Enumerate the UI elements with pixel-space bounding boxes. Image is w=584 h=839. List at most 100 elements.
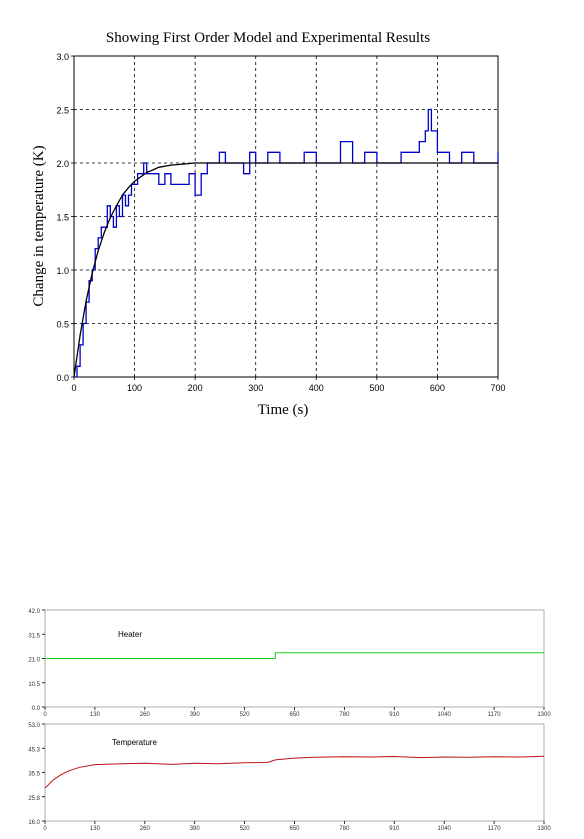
data-point: [224, 162, 227, 164]
x-tick-label: 910: [389, 826, 400, 832]
data-point: [200, 173, 202, 175]
y-tick-label: 45.3: [28, 747, 40, 753]
data-point: [436, 162, 439, 164]
data-point: [418, 141, 420, 143]
data-point: [182, 163, 184, 165]
y-tick-label: 42.0: [28, 609, 40, 615]
data-point: [170, 183, 172, 185]
x-tick-label: 100: [127, 383, 142, 393]
x-tick-label: 520: [240, 826, 251, 832]
data-point: [79, 334, 81, 336]
x-tick-label: 1300: [537, 712, 551, 718]
x-tick-label: 780: [339, 826, 350, 832]
data-point: [497, 162, 499, 164]
data-point: [188, 173, 190, 175]
temperature-label: Temperature: [112, 738, 157, 747]
data-point: [133, 180, 136, 182]
series-line: [44, 755, 545, 789]
data-point: [218, 151, 220, 153]
data-point: [412, 151, 414, 153]
data-point: [143, 162, 145, 164]
x-tick-label: 300: [248, 383, 263, 393]
data-point: [88, 280, 90, 282]
data-point: [461, 151, 463, 153]
x-tick-label: 260: [140, 826, 151, 832]
data-point: [424, 130, 426, 132]
data-point: [339, 141, 342, 143]
data-point: [76, 365, 78, 367]
series-line: [74, 108, 499, 378]
data-point: [115, 205, 117, 207]
data-point: [137, 173, 139, 175]
data-point: [315, 162, 317, 164]
data-point: [79, 344, 81, 346]
grid-lines: [74, 56, 498, 377]
series-line: [73, 162, 498, 378]
temperature-axis-ticks: 0 130 260 390 520 650 780 910 1040 1170 1300 16.0 25…: [28, 723, 551, 832]
x-tick-label: 500: [369, 383, 384, 393]
x-axis-label: Time (s): [258, 402, 309, 418]
data-point: [267, 151, 269, 153]
heater-label: Heater: [118, 630, 142, 639]
y-tick-label: 1.0: [56, 266, 69, 276]
data-point: [127, 194, 130, 196]
x-tick-label: 260: [140, 712, 151, 718]
y-tick-label: 10.5: [28, 682, 40, 688]
data-point: [158, 166, 160, 168]
data-point: [255, 162, 257, 164]
data-point: [158, 183, 160, 185]
x-tick-label: 650: [289, 826, 300, 832]
data-point: [243, 173, 245, 175]
x-tick-label: 1040: [438, 826, 452, 832]
data-point: [376, 162, 378, 164]
heater-chart: Heater 0 130 260 390 520 650 780 910 1040 1170 130…: [28, 609, 551, 718]
chart-title: Showing First Order Model and Experiment…: [106, 30, 430, 46]
heater-series-group: [45, 652, 544, 659]
data-point: [100, 226, 102, 228]
data-point: [97, 250, 99, 252]
heater-axis-ticks: 0 130 260 390 520 650 780 910 1040 1170 1300 0.0 10.…: [28, 609, 551, 718]
data-point: [164, 173, 166, 175]
data-point: [430, 130, 432, 132]
y-tick-label: 2.5: [56, 106, 69, 116]
data-point: [118, 215, 121, 218]
data-point: [400, 151, 402, 153]
y-tick-label: 2.0: [56, 159, 69, 169]
x-tick-label: 390: [190, 712, 201, 718]
x-tick-label: 700: [490, 383, 505, 393]
x-tick-label: 1170: [488, 826, 502, 832]
data-point: [427, 108, 429, 111]
y-tick-label: 3.0: [56, 52, 69, 62]
x-tick-label: 0: [43, 712, 47, 718]
y-tick-label: 16.0: [28, 820, 40, 826]
x-tick-label: 0: [71, 383, 76, 393]
data-point: [194, 162, 196, 164]
data-point: [182, 183, 184, 185]
temperature-chart: Temperature 0 130 260 390 520 650 780 910 1040 11…: [28, 723, 551, 832]
data-point: [140, 173, 142, 175]
x-tick-label: 650: [289, 712, 300, 718]
axis-ticks: 0 100 200 300 400 500 600 700 0.0 0.5 1.0 1.5 2.0 2.5…: [56, 52, 505, 393]
data-point: [127, 187, 130, 189]
data-point: [303, 151, 305, 153]
data-point: [133, 183, 136, 185]
x-tick-label: 400: [309, 383, 324, 393]
y-tick-label: 0.0: [32, 706, 41, 712]
data-point: [194, 194, 196, 196]
x-tick-label: 0: [43, 826, 47, 832]
x-tick-label: 130: [90, 712, 101, 718]
y-tick-label: 53.0: [28, 723, 40, 729]
y-tick-label: 0.0: [56, 373, 69, 383]
data-point: [112, 226, 114, 228]
data-point: [73, 376, 75, 378]
series-group: [73, 108, 499, 378]
x-tick-label: 1040: [438, 712, 452, 718]
x-tick-label: 390: [190, 826, 201, 832]
data-point: [176, 183, 178, 185]
x-tick-label: 1300: [537, 826, 551, 832]
y-tick-label: 31.5: [28, 633, 40, 639]
data-point: [85, 300, 87, 302]
data-point: [124, 205, 127, 207]
data-point: [497, 151, 499, 153]
data-point: [170, 164, 172, 166]
